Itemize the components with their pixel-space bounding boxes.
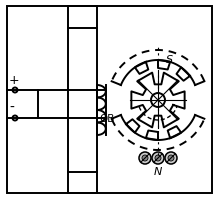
Text: S: S	[166, 55, 173, 65]
Text: +: +	[9, 74, 20, 87]
Circle shape	[142, 155, 148, 161]
Circle shape	[168, 155, 174, 161]
Text: OB: OB	[99, 113, 114, 123]
Bar	[68, 29, 97, 172]
Text: N: N	[154, 166, 162, 176]
Circle shape	[155, 155, 161, 161]
Circle shape	[139, 152, 151, 164]
Circle shape	[165, 152, 177, 164]
Text: -: -	[9, 100, 14, 114]
Circle shape	[152, 152, 164, 164]
